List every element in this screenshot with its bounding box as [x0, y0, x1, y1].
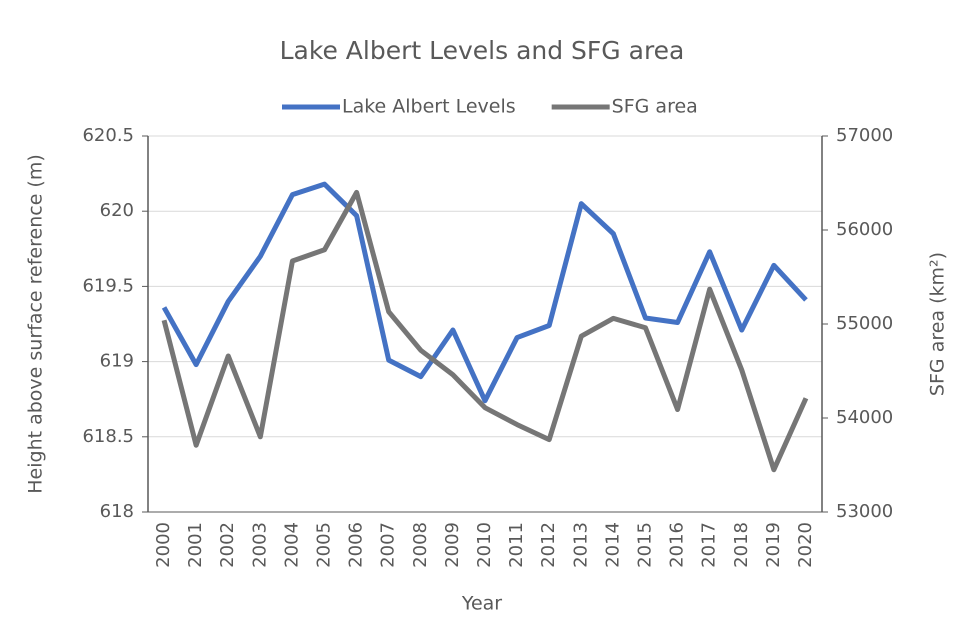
legend-label: Lake Albert Levels [342, 96, 516, 118]
y2-tick-label: 57000 [836, 125, 893, 146]
x-tick-label: 2008 [410, 522, 431, 568]
x-tick-label: 2012 [538, 522, 559, 568]
x-tick-label: 2018 [731, 522, 752, 568]
y-tick-label: 619 [100, 351, 134, 372]
x-tick-label: 2003 [249, 522, 270, 568]
x-tick-label: 2020 [795, 522, 816, 568]
y-tick-label: 618.5 [82, 426, 134, 447]
x-tick-label: 2007 [378, 522, 399, 568]
legend-label: SFG area [612, 96, 698, 118]
y2-axis-title: SFG area (km²) [927, 252, 949, 396]
x-tick-label: 2010 [474, 522, 495, 568]
y-tick-label: 618 [100, 501, 134, 522]
x-tick-label: 2017 [699, 522, 720, 568]
x-tick-label: 2011 [506, 522, 527, 568]
x-tick-label: 2019 [763, 522, 784, 568]
x-axis-title: Year [461, 593, 502, 615]
y-axis-title: Height above surface reference (m) [25, 154, 47, 494]
x-tick-label: 2006 [346, 522, 367, 568]
x-tick-label: 2015 [634, 522, 655, 568]
y-tick-label: 619.5 [82, 275, 134, 296]
x-tick-label: 2005 [314, 522, 335, 568]
y-tick-label: 620 [100, 200, 134, 221]
y-tick-label: 620.5 [82, 125, 134, 146]
y2-tick-label: 53000 [836, 501, 893, 522]
series-line [161, 189, 809, 473]
x-tick-label: 2009 [442, 522, 463, 568]
y2-tick-label: 55000 [836, 313, 893, 334]
x-tick-label: 2016 [667, 522, 688, 568]
series-line [161, 181, 808, 404]
x-tick-label: 2002 [217, 522, 238, 568]
x-tick-label: 2014 [602, 522, 623, 568]
x-tick-label: 2013 [570, 522, 591, 568]
x-tick-label: 2004 [281, 522, 302, 568]
y2-tick-label: 54000 [836, 407, 893, 428]
y2-tick-label: 56000 [836, 219, 893, 240]
x-tick-label: 2001 [185, 522, 206, 568]
x-tick-label: 2000 [153, 522, 174, 568]
chart-title: Lake Albert Levels and SFG area [280, 36, 685, 65]
